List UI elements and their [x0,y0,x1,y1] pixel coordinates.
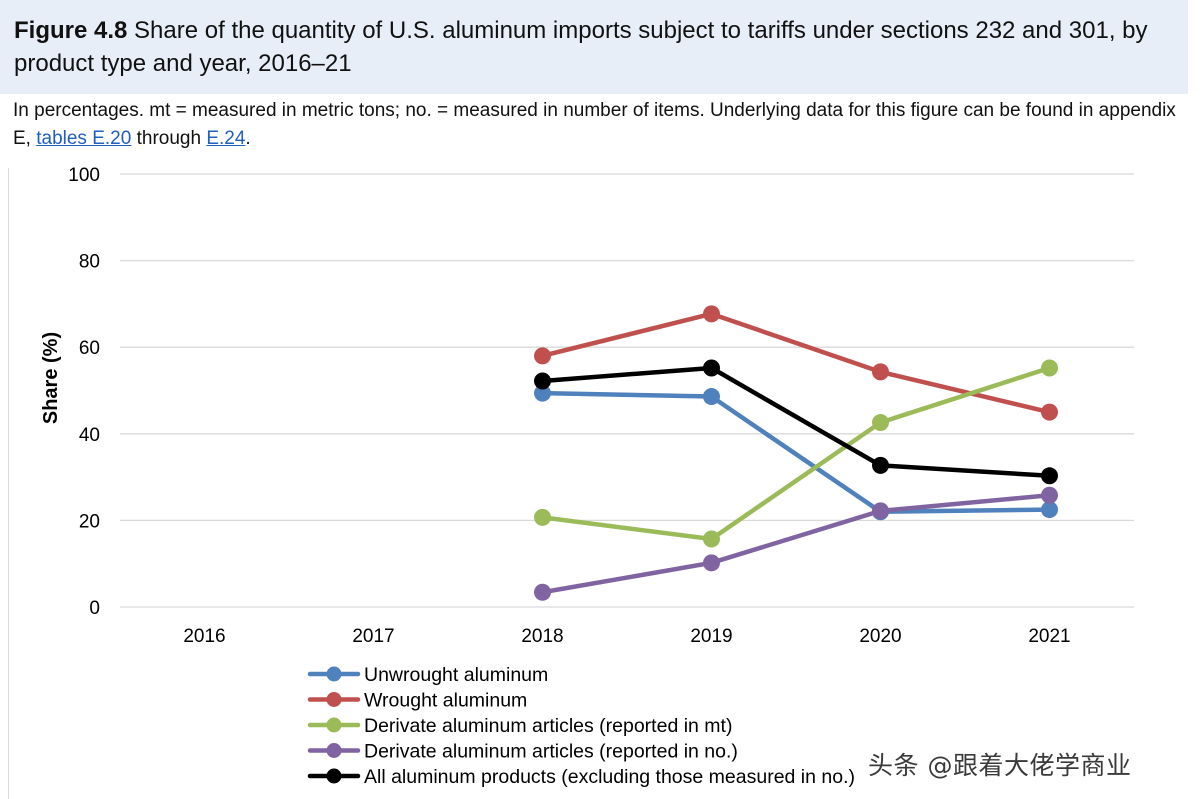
y-tick-label-60: 60 [79,338,100,359]
figure-label: Figure 4.8 [14,17,128,44]
legend-1-marker [326,666,342,682]
legend-2-label: Wrought aluminum [364,690,527,712]
series-4-point-2021 [1041,486,1058,504]
legend-2-marker [326,692,342,707]
series-4-point-2019 [703,554,720,572]
series-1-point-2018 [534,384,551,402]
x-tick-label-2019: 2019 [690,626,732,647]
series-1-point-2019 [703,388,720,406]
legend-3-label: Derivate aluminum articles (reported in … [364,715,732,737]
series-3-point-2019 [703,530,720,548]
series-4-line [540,493,1052,595]
figure-note: In percentages. mt = measured in metric … [13,97,1188,153]
series-5-line [540,365,1052,479]
series-2-point-2020 [872,363,889,381]
legend-3-marker [326,717,342,733]
y-axis-label: Share (%) [40,332,62,424]
chart-frame-border [8,168,9,799]
y-tick-label-40: 40 [79,425,100,446]
series-5-point-2018 [534,372,551,390]
series-2-point-2018 [534,347,551,365]
series-4-point-2020 [872,502,889,520]
y-tick-label-80: 80 [79,252,100,273]
legend-4-marker [326,743,342,758]
series-3-point-2020 [872,414,889,432]
x-tick-label-2020: 2020 [859,626,901,647]
e24-link[interactable]: E.24 [206,128,246,149]
x-tick-label-2018: 2018 [521,626,563,647]
note-text: In percentages. mt = measured in metric … [13,100,1176,149]
series-2-line [540,311,1052,415]
x-tick-label-2017: 2017 [352,626,394,647]
x-tick-label-2016: 2016 [183,626,225,647]
legend-4-label: Derivate aluminum articles (reported in … [364,741,738,763]
note-end: . [245,128,251,149]
series-5-point-2021 [1041,467,1058,485]
series-5-point-2020 [872,456,889,474]
series-2-point-2019 [703,305,720,323]
y-tick-label-0: 0 [89,598,100,619]
legend-5-label: All aluminum products (excluding those m… [364,766,855,788]
figure-title: Figure 4.8 Share of the quantity of U.S.… [0,0,1188,94]
y-tick-label-100: 100 [68,165,100,186]
watermark: 头条 @跟着大佬学商业 [868,751,1132,780]
note-through: through [136,128,202,149]
series-3-line [540,365,1052,542]
series-4-point-2018 [534,583,551,601]
legend-5-marker [326,768,342,784]
series-3-point-2018 [534,508,551,526]
series-1-point-2021 [1041,501,1058,519]
series-5-point-2019 [703,359,720,377]
tables-e20-link[interactable]: tables E.20 [36,128,132,149]
y-tick-label-20: 20 [79,511,100,532]
figure-title-text: Share of the quantity of U.S. aluminum i… [14,17,1148,77]
series-1-line [540,390,1052,514]
series-2-point-2021 [1041,403,1058,421]
series-3-point-2021 [1041,359,1058,377]
legend-1-label: Unwrought aluminum [364,664,548,686]
x-tick-label-2021: 2021 [1028,626,1070,647]
